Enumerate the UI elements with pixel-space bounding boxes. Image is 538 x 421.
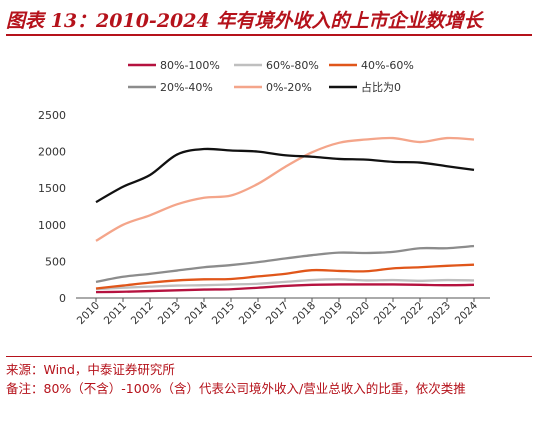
x-tick-label: 2022 [399, 300, 426, 327]
figure-title: 图表 13：2010-2024 年有境外收入的上市企业数增长 [6, 10, 483, 32]
x-tick-label: 2010 [75, 300, 102, 327]
x-tick-label: 2011 [102, 300, 129, 327]
series-line [95, 136, 475, 242]
x-tick-label: 2024 [453, 299, 481, 327]
y-tick-label: 1500 [38, 182, 66, 195]
x-tick-label: 2014 [183, 299, 211, 327]
x-tick-label: 2018 [291, 300, 318, 327]
legend-label: 40%-60% [361, 59, 414, 72]
legend-label: 20%-40% [160, 81, 213, 94]
x-tick-label: 2012 [129, 300, 156, 327]
remark-note: 备注：80%（不含）-100%（含）代表公司境外收入/营业总收入的比重，依次类推 [6, 381, 466, 396]
footer-divider [6, 356, 532, 357]
x-tick-label: 2017 [264, 300, 291, 327]
legend-label: 60%-80% [266, 59, 319, 72]
y-tick-label: 500 [45, 255, 66, 268]
y-tick-label: 1000 [38, 219, 66, 232]
x-tick-label: 2019 [318, 300, 345, 327]
x-tick-label: 2020 [345, 300, 372, 327]
series-line [95, 283, 475, 294]
title-divider [6, 34, 532, 36]
x-tick-label: 2016 [237, 299, 265, 327]
legend-label: 占比为0 [361, 80, 401, 94]
y-tick-label: 2000 [38, 146, 66, 159]
x-tick-label: 2021 [372, 300, 399, 327]
chart-legend: 80%-100% 60%-80% 40%-60% 20%-40% 0%-20% 占比为0 [128, 59, 414, 94]
y-tick-label: 0 [59, 292, 66, 305]
chart-series [95, 136, 475, 294]
source-note: 来源：Wind，中泰证券研究所 [6, 362, 175, 377]
x-tick-label: 2023 [426, 300, 453, 327]
x-tick-label: 2013 [156, 300, 183, 327]
series-line [95, 263, 475, 290]
x-tick-label: 2015 [210, 300, 237, 327]
legend-label: 80%-100% [160, 59, 220, 72]
line-chart: 80%-100% 60%-80% 40%-60%20%-40% 0%-20% 占比为0 … [38, 59, 490, 327]
series-line [95, 244, 475, 284]
legend-label: 0%-20% [266, 81, 312, 94]
series-line [95, 147, 475, 204]
y-tick-label: 2500 [38, 109, 66, 122]
series-line [95, 278, 475, 291]
